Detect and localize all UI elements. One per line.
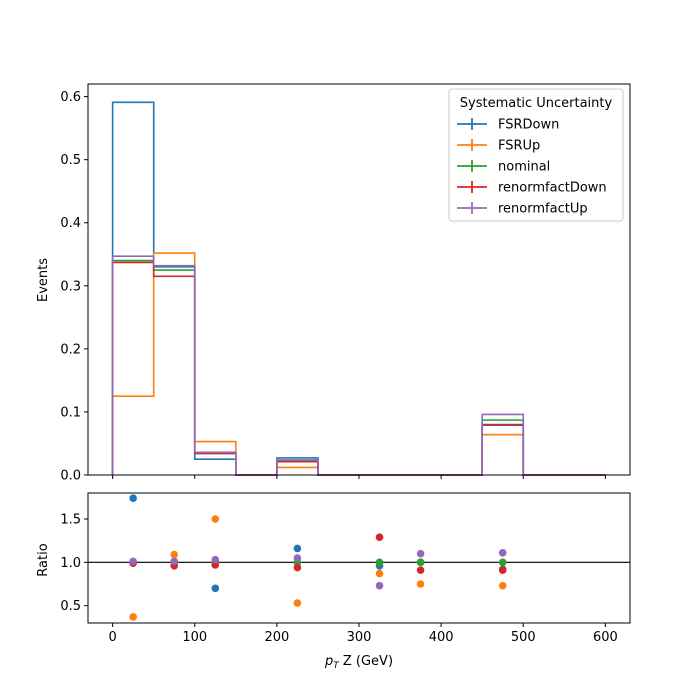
bottom-xtick-label: 0 [108,630,116,645]
bottom-y-ticks: 0.5 1.0 1.5 [60,513,88,614]
legend-label: FSRUp [498,139,540,154]
bottom-xtick-label: 100 [182,630,207,645]
ratio-point-nominal [498,558,507,567]
ratio-point-renormfactUp [211,555,220,564]
ratio-point-FSRUp [293,599,302,607]
bottom-ytick-label: 1.0 [60,556,81,571]
legend-entry: FSRUp [457,139,540,154]
legend-label: FSRDown [498,118,559,133]
x-axis-label-rest: Z (GeV) [339,654,393,669]
ratio-point-renormfactUp [498,549,507,557]
top-ytick-label: 0.1 [60,405,81,420]
bottom-panel: 0.5 1.0 1.5 0 100 200 300 400 500 600 Ratio pT Z… [36,492,631,671]
legend: Systematic Uncertainty FSRDown FSRUp nomin… [448,88,624,222]
x-axis-label: pT Z (GeV) [324,654,393,671]
top-ytick-label: 0.3 [60,279,81,294]
bottom-y-axis-label: Ratio [36,543,51,576]
bottom-ytick-label: 1.5 [60,513,81,528]
ratio-point-nominal [375,558,384,567]
ratio-point-renormfactDown [293,563,302,572]
top-y-ticks: 0.0 0.1 0.2 0.3 0.4 0.5 0.6 [60,90,88,484]
legend-entries: FSRDown FSRUp nominal renormfactDown renormf… [457,118,607,217]
top-histogram-area [111,101,606,476]
ratio-point-renormfactUp [416,549,425,558]
ratio-point-renormfactDown [498,566,507,574]
ratio-point-FSRDown [293,544,302,553]
ratio-point-renormfactDown [211,561,220,569]
ratio-points-area [88,494,630,621]
x-axis-label-subscript: T [333,661,340,671]
ratio-point-renormfactDown [416,566,425,574]
legend-entry: renormfactUp [457,202,588,217]
bottom-ytick-label: 0.5 [60,599,81,614]
legend-label: renormfactDown [498,181,607,196]
ratio-point-renormfactUp [129,557,137,566]
histogram-renormfactUp [111,255,606,476]
legend-box [448,88,624,222]
x-axis-label-p: p [324,654,333,669]
bottom-xtick-label: 200 [264,630,289,645]
ratio-point-FSRUp [416,580,425,588]
bottom-xtick-label: 300 [347,630,372,645]
bottom-xtick-label: 400 [429,630,454,645]
top-ytick-label: 0.6 [60,90,81,105]
ratio-point-nominal [416,558,425,567]
legend-entry: renormfactDown [457,181,607,196]
ratio-point-FSRUp [498,581,507,590]
top-ytick-label: 0.0 [60,469,81,484]
bottom-x-ticks: 0 100 200 300 400 500 600 [108,623,618,645]
ratio-point-FSRUp [375,569,384,578]
top-ytick-label: 0.5 [60,153,81,168]
legend-label: renormfactUp [498,202,588,217]
legend-entry: FSRDown [457,118,559,133]
top-y-axis-label: Events [36,258,51,302]
ratio-point-renormfactUp [375,581,384,590]
legend-label: nominal [498,160,550,175]
ratio-point-FSRUp [211,515,220,523]
ratio-point-renormfactUp [293,554,302,562]
legend-entry: nominal [457,160,550,175]
ratio-point-FSRDown [129,494,137,503]
top-ytick-label: 0.4 [60,216,81,231]
top-ytick-label: 0.2 [60,342,81,357]
top-x-ticks [112,475,606,479]
legend-title: Systematic Uncertainty [460,96,613,111]
ratio-point-renormfactUp [170,557,179,566]
ratio-point-FSRUp [129,613,137,621]
top-panel: 0.0 0.1 0.2 0.3 0.4 0.5 0.6 Events Systematic … [36,83,631,484]
ratio-point-FSRDown [211,584,220,593]
bottom-xtick-label: 500 [511,630,536,645]
ratio-point-renormfactDown [375,533,384,541]
bottom-xtick-label: 600 [593,630,618,645]
ratio-point-FSRUp [170,550,179,559]
